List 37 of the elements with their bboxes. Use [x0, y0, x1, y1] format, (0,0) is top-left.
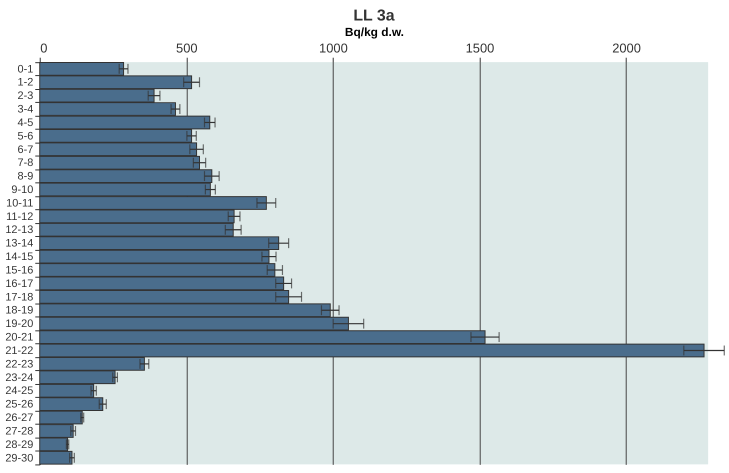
y-tick-label: 19-20: [5, 318, 34, 330]
y-tick-label: 29-30: [5, 452, 34, 464]
y-tick-label: 8-9: [18, 170, 34, 183]
y-tick-label: 3-4: [18, 104, 34, 116]
y-tick-label: 4-5: [18, 116, 34, 129]
y-tick-label: 1-2: [18, 76, 34, 89]
y-tick-label: 20-21: [5, 332, 34, 344]
y-tick-label: 6-7: [18, 144, 34, 156]
y-tick-label: 11-12: [6, 210, 34, 223]
chart-title: LL 3a: [353, 7, 395, 24]
y-tick-label: 13-14: [5, 238, 34, 250]
y-tick-label: 22-23: [5, 358, 34, 370]
x-tick-label: 0: [40, 40, 48, 56]
y-tick-label: 0-1: [18, 63, 34, 76]
y-tick-label: 14-15: [5, 251, 34, 264]
y-tick-label: 17-18: [5, 291, 34, 304]
y-tick-label: 7-8: [18, 157, 34, 170]
y-tick-label: 28-29: [5, 438, 34, 451]
y-tick-label: 24-25: [5, 385, 34, 398]
y-tick-label: 18-19: [5, 304, 34, 317]
x-tick-label: 1000: [319, 40, 348, 56]
y-tick-label: 12-13: [5, 224, 34, 236]
x-tick-label: 500: [176, 40, 198, 56]
y-tick-label: 23-24: [5, 372, 34, 384]
y-tick-label: 26-27: [5, 412, 34, 424]
y-tick-label: 5-6: [18, 130, 34, 142]
y-tick-label: 16-17: [5, 278, 34, 290]
y-tick-label: 27-28: [5, 425, 34, 438]
y-tick-label: 15-16: [5, 264, 34, 276]
y-tick-label: 25-26: [5, 398, 34, 411]
y-tick-label: 9-10: [11, 184, 34, 196]
y-tick-label: 2-3: [18, 90, 34, 102]
y-tick-label: 10-11: [6, 197, 34, 210]
x-axis-title: Bq/kg d.w.: [344, 24, 404, 39]
x-tick-label: 1500: [466, 40, 494, 56]
x-tick-label: 2000: [612, 40, 641, 56]
y-tick-label: 21-22: [5, 344, 34, 357]
